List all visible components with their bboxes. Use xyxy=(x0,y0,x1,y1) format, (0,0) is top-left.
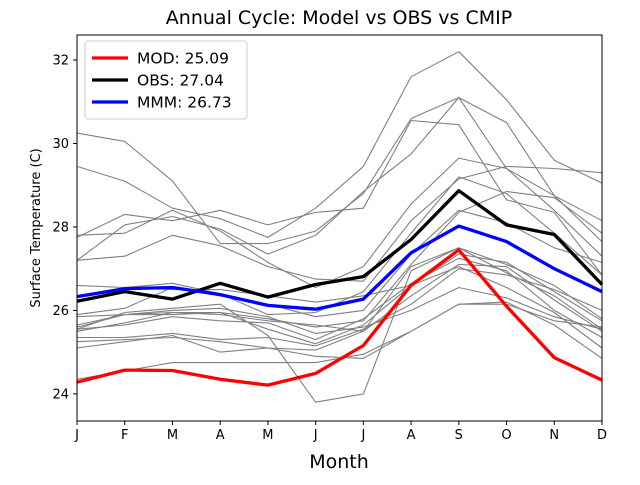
chart-title: Annual Cycle: Model vs OBS vs CMIP xyxy=(166,7,512,29)
ensemble-line-17 xyxy=(76,286,603,334)
x-tick-label: M xyxy=(262,428,273,443)
axes-frame xyxy=(76,34,603,422)
ensemble-line-7 xyxy=(76,176,603,316)
y-axis-label: Surface Temperature (C) xyxy=(29,148,44,307)
ensemble-line-19 xyxy=(76,266,603,349)
x-tick-label: F xyxy=(121,428,128,443)
plot-area xyxy=(76,51,604,403)
x-tick-label: J xyxy=(74,428,79,443)
ensemble-line-12 xyxy=(76,303,603,359)
legend-box xyxy=(84,40,248,120)
ensemble-line-2 xyxy=(76,51,603,238)
ensemble-line-10 xyxy=(76,247,603,403)
x-tick-label: A xyxy=(407,428,416,443)
legend-entry: MMM: 26.73 xyxy=(137,94,232,112)
x-tick-label: S xyxy=(455,428,463,443)
y-tick-label: 24 xyxy=(52,387,69,402)
axes: J F M A M J J A S O N D 24 26 28 30 32 xyxy=(52,34,607,443)
x-tick-label: J xyxy=(313,428,318,443)
x-tick-label: O xyxy=(501,428,511,443)
y-tick-label: 30 xyxy=(52,137,69,152)
ensemble-line-3 xyxy=(76,119,603,276)
y-tick-label: 32 xyxy=(52,54,69,69)
series-line-mmm xyxy=(76,224,603,311)
legend-entry: MOD: 25.09 xyxy=(137,50,229,68)
x-axis-label: Month xyxy=(309,451,369,473)
series-line-obs xyxy=(76,189,604,303)
ensemble-line-16 xyxy=(76,257,603,341)
legend: MOD: 25.09 OBS: 27.04 MMM: 26.73 xyxy=(84,40,248,120)
legend-entry: OBS: 27.04 xyxy=(137,72,224,90)
y-tick-label: 28 xyxy=(52,220,69,235)
ensemble-line-5 xyxy=(76,97,603,261)
ensemble-line-1 xyxy=(76,97,603,257)
x-tick-label: M xyxy=(167,428,178,443)
ensemble-line-15 xyxy=(76,263,603,332)
series-line-mod xyxy=(76,248,603,387)
x-tick-label: A xyxy=(216,428,225,443)
x-tick-label: J xyxy=(360,428,365,443)
x-tick-label: D xyxy=(597,428,607,443)
x-tick-label: N xyxy=(549,428,559,443)
ensemble-line-4 xyxy=(76,157,603,289)
y-tick-label: 26 xyxy=(52,304,69,319)
